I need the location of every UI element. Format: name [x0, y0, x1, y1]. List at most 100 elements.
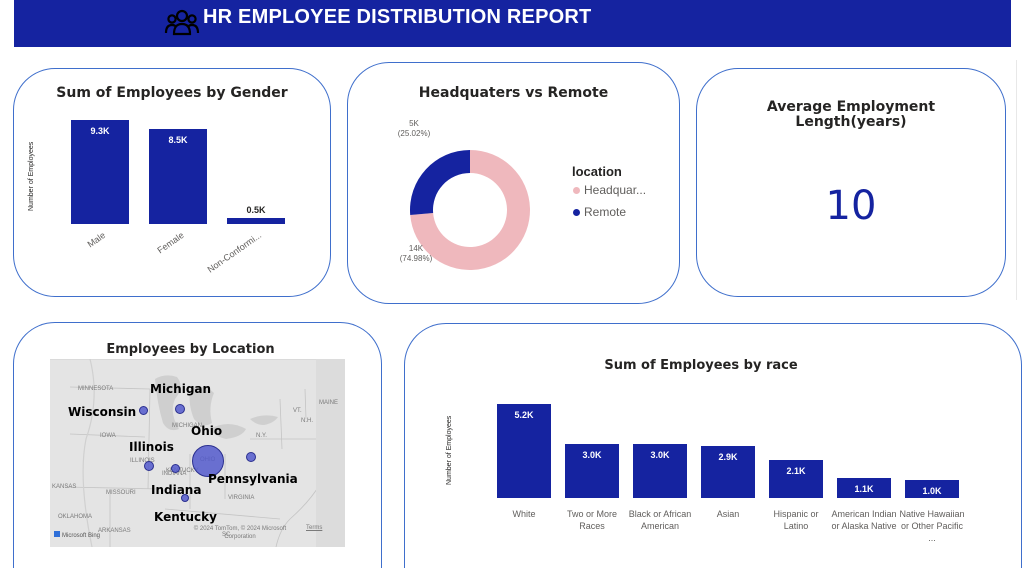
avg-employment-card[interactable]: Average Employment Length(years) 10 — [696, 68, 1006, 297]
kpi-title-line2: Length(years) — [795, 114, 907, 130]
map-base-label: OKLAHOMA — [58, 514, 93, 520]
map-base-label: ILLINOIS — [130, 458, 155, 464]
hq-remote-card[interactable]: Headquaters vs Remote 5K (25.02%) 14K (7… — [347, 62, 680, 304]
map-base-label: MICHIGAN — [172, 423, 202, 429]
data-label: 9.3K — [90, 126, 110, 136]
data-label: 0.5K — [246, 205, 266, 216]
race-bar[interactable] — [565, 443, 619, 498]
state-label-wisconsin: Wisconsin — [68, 405, 137, 419]
gender-bar-plot: 9.3K Male 8.5K Female 0.5K Non-Conformi... — [14, 69, 330, 296]
map-base-label: N.H. — [301, 418, 313, 424]
card-title: Sum of Employees by race — [604, 358, 798, 373]
kpi-title: Average Employment Length(years) — [697, 100, 1005, 130]
state-label-indiana: Indiana — [151, 483, 202, 497]
category-label: Hispanic or Latino — [773, 509, 819, 531]
category-label: Native Hawaiian or Other Pacific ... — [899, 509, 965, 543]
kpi-title-line1: Average Employment — [766, 99, 936, 115]
donut-slice-remote[interactable] — [410, 150, 470, 215]
race-chart-card[interactable]: Sum of Employees by race Number of Emplo… — [404, 323, 1022, 568]
map-base-label: ARKANSAS — [98, 528, 131, 534]
value-label: 14K — [408, 244, 424, 253]
percent-label: (74.98%) — [399, 254, 433, 263]
header-banner: HR EMPLOYEE DISTRIBUTION REPORT — [14, 0, 1011, 47]
category-label: Female — [155, 230, 186, 256]
state-label-pennsylvania: Pennsylvania — [208, 472, 298, 486]
percent-label: (25.02%) — [397, 129, 431, 138]
race-bar[interactable] — [905, 479, 959, 498]
map-base-label: N.Y. — [256, 433, 267, 439]
bubble-illinois[interactable] — [144, 461, 154, 471]
map-terms-link[interactable]: Terms — [306, 525, 323, 531]
legend-title: location — [572, 164, 622, 179]
bubble-pennsylvania[interactable] — [246, 452, 256, 462]
bubble-indiana[interactable] — [171, 464, 180, 473]
map-base-label: MINNESOTA — [78, 386, 114, 392]
data-label: 3.0K — [650, 449, 670, 460]
map-base-label: MISSOURI — [106, 490, 136, 496]
map-attribution: © 2024 TomTom, © 2024 Microsoft Corporat… — [193, 526, 287, 540]
state-label-ohio: Ohio — [191, 424, 223, 438]
category-label: Black or African American — [628, 509, 692, 531]
race-bar[interactable] — [497, 404, 551, 498]
page-divider — [1016, 60, 1017, 300]
category-label: White — [512, 509, 536, 519]
card-title: Employees by Location — [106, 342, 275, 357]
gender-bar[interactable] — [149, 128, 207, 224]
donut-chart — [410, 150, 530, 270]
location-map[interactable]: MINNESOTA IOWA ILLINOIS MICHIGAN N.Y. VT… — [50, 359, 345, 547]
data-label: 1.0K — [922, 485, 942, 496]
data-label: 5.2K — [514, 410, 534, 420]
bubble-kentucky[interactable] — [181, 494, 189, 502]
race-bar[interactable] — [633, 443, 687, 498]
map-base-label: SC — [222, 532, 231, 538]
people-group-icon — [164, 9, 200, 36]
data-label: 2.9K — [718, 451, 738, 462]
value-label: 5K — [409, 119, 419, 128]
category-label: Asian — [716, 509, 740, 519]
bubble-michigan[interactable] — [175, 404, 185, 414]
map-brand-label: Microsoft Bing — [62, 533, 101, 539]
category-label: Two or More Races — [566, 509, 617, 531]
legend-swatch — [573, 187, 580, 195]
race-bar[interactable] — [769, 460, 823, 498]
map-base-label: IOWA — [100, 433, 116, 439]
state-label-michigan: Michigan — [150, 382, 212, 396]
state-label-kentucky: Kentucky — [154, 510, 217, 524]
card-title: Headquaters vs Remote — [418, 85, 609, 101]
map-base-label: KENTUCKY — [166, 468, 199, 474]
map-base-label: MAINE — [319, 400, 339, 406]
donut-label-headquarters: 14K (74.98%) — [395, 244, 437, 264]
donut-slice-headquarters[interactable] — [410, 150, 530, 270]
bing-logo-icon — [54, 531, 60, 537]
state-label-illinois: Illinois — [129, 440, 174, 454]
category-label: Non-Conformi... — [205, 230, 264, 275]
legend-item-headquarters[interactable]: Headquar... — [573, 183, 646, 197]
race-bar-plot: 5.2K White 3.0K Two or More Races 3.0K Black … — [405, 324, 1021, 568]
report-title: HR EMPLOYEE DISTRIBUTION REPORT — [203, 6, 592, 28]
gender-chart-card[interactable]: Sum of Employees by Gender Number of Emp… — [13, 68, 331, 297]
map-base-label: KANSAS — [52, 484, 77, 490]
data-label: 2.1K — [786, 466, 806, 477]
kpi-value: 10 — [825, 183, 877, 229]
data-label: 1.1K — [854, 484, 874, 495]
map-base-label: INDIANA — [162, 471, 187, 477]
bubble-ohio[interactable] — [192, 445, 224, 477]
bubble-wisconsin[interactable] — [139, 406, 148, 415]
category-label: American Indian or Alaska Native — [831, 509, 897, 531]
race-bar[interactable] — [701, 445, 755, 498]
gender-bar[interactable] — [71, 120, 129, 224]
legend-swatch — [573, 209, 580, 217]
category-label: Male — [86, 230, 108, 250]
map-brand: Microsoft Bing — [54, 531, 100, 539]
legend-label: Remote — [584, 205, 627, 219]
donut-label-remote: 5K (25.02%) — [394, 119, 434, 139]
map-base-label: VT. — [293, 408, 302, 414]
race-bar[interactable] — [837, 478, 891, 498]
data-label: 8.5K — [168, 134, 188, 145]
map-base-label: VIRGINIA — [228, 495, 255, 501]
card-title: Sum of Employees by Gender — [56, 85, 288, 101]
legend-item-remote[interactable]: Remote — [573, 205, 626, 219]
legend-label: Headquar... — [584, 183, 647, 197]
data-label: 3.0K — [582, 449, 602, 460]
gender-bar[interactable] — [227, 218, 285, 224]
